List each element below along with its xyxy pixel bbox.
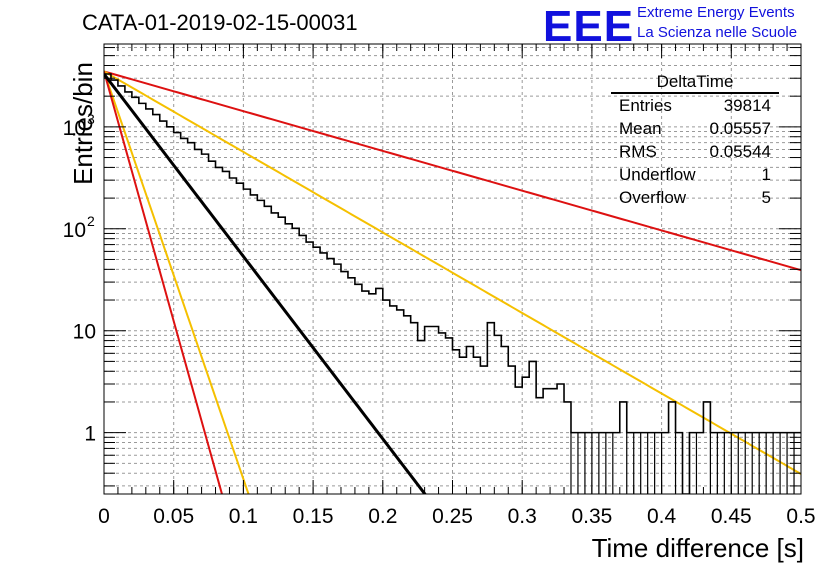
x-tick-label: 0.45: [711, 505, 752, 528]
x-axis-label: Time difference [s]: [591, 533, 804, 563]
stats-label: Underflow: [619, 165, 696, 184]
axis-ticks: [103, 44, 802, 494]
x-tick-label: 0.4: [647, 505, 677, 528]
histogram-steps: [104, 73, 801, 494]
x-tick-label: 0.1: [229, 505, 258, 528]
exp-curve-0: [104, 70, 801, 272]
x-tick-label: 0.2: [368, 505, 397, 528]
stats-label: Mean: [619, 119, 662, 138]
y-tick-exponent: 3: [87, 111, 95, 127]
stats-box: DeltaTime Entries 39814 Mean 0.05557 RMS…: [611, 72, 779, 209]
x-tick-label: 0.05: [153, 505, 194, 528]
stats-value: 0.05544: [709, 142, 771, 161]
fit-curves: [104, 70, 801, 494]
stats-row-overflow: Overflow 5: [611, 186, 779, 209]
logo-line-2: La Scienza nelle Scuole: [637, 24, 798, 41]
eee-logo: EEE: [543, 2, 635, 51]
exp-curve-3: [104, 71, 223, 494]
x-tick-label: 0.25: [432, 505, 473, 528]
chart-title: CATA-01-2019-02-15-00031: [82, 10, 358, 35]
stats-value: 0.05557: [709, 119, 771, 138]
exp-curve-1: [104, 70, 801, 475]
stats-row-underflow: Underflow 1: [611, 163, 779, 186]
y-tick-label: 1: [84, 423, 96, 446]
y-tick-label: 10: [63, 117, 86, 140]
stats-value: 1: [761, 165, 771, 184]
stats-title: DeltaTime: [611, 72, 779, 94]
stats-label: Entries: [619, 96, 672, 115]
stats-value: 39814: [723, 96, 771, 115]
stats-label: Overflow: [619, 188, 687, 207]
tick-labels: 0 0.05 0.1 0.15 0.2 0.25 0.3 0.35 0.4 0.45 0.5 1 10 1…: [63, 111, 816, 528]
y-tick-exponent: 2: [87, 213, 95, 229]
exp-curve-2: [104, 71, 250, 494]
stats-row-rms: RMS 0.05544: [611, 140, 779, 163]
x-tick-label: 0.3: [508, 505, 537, 528]
stats-value: 5: [761, 188, 771, 207]
logo-line-1: Extreme Energy Events: [637, 4, 795, 21]
y-tick-label: 10: [63, 219, 86, 242]
stats-label: RMS: [619, 142, 657, 161]
x-tick-label: 0.35: [571, 505, 612, 528]
y-tick-label: 10: [73, 321, 96, 344]
x-tick-label: 0: [98, 505, 110, 528]
y-axis-label: Entries/bin: [67, 62, 98, 185]
fit-line: [104, 73, 427, 494]
x-tick-label: 0.5: [786, 505, 815, 528]
stats-row-entries: Entries 39814: [611, 94, 779, 117]
grid-lines: [104, 44, 801, 494]
x-tick-label: 0.15: [293, 505, 334, 528]
stats-row-mean: Mean 0.05557: [611, 117, 779, 140]
